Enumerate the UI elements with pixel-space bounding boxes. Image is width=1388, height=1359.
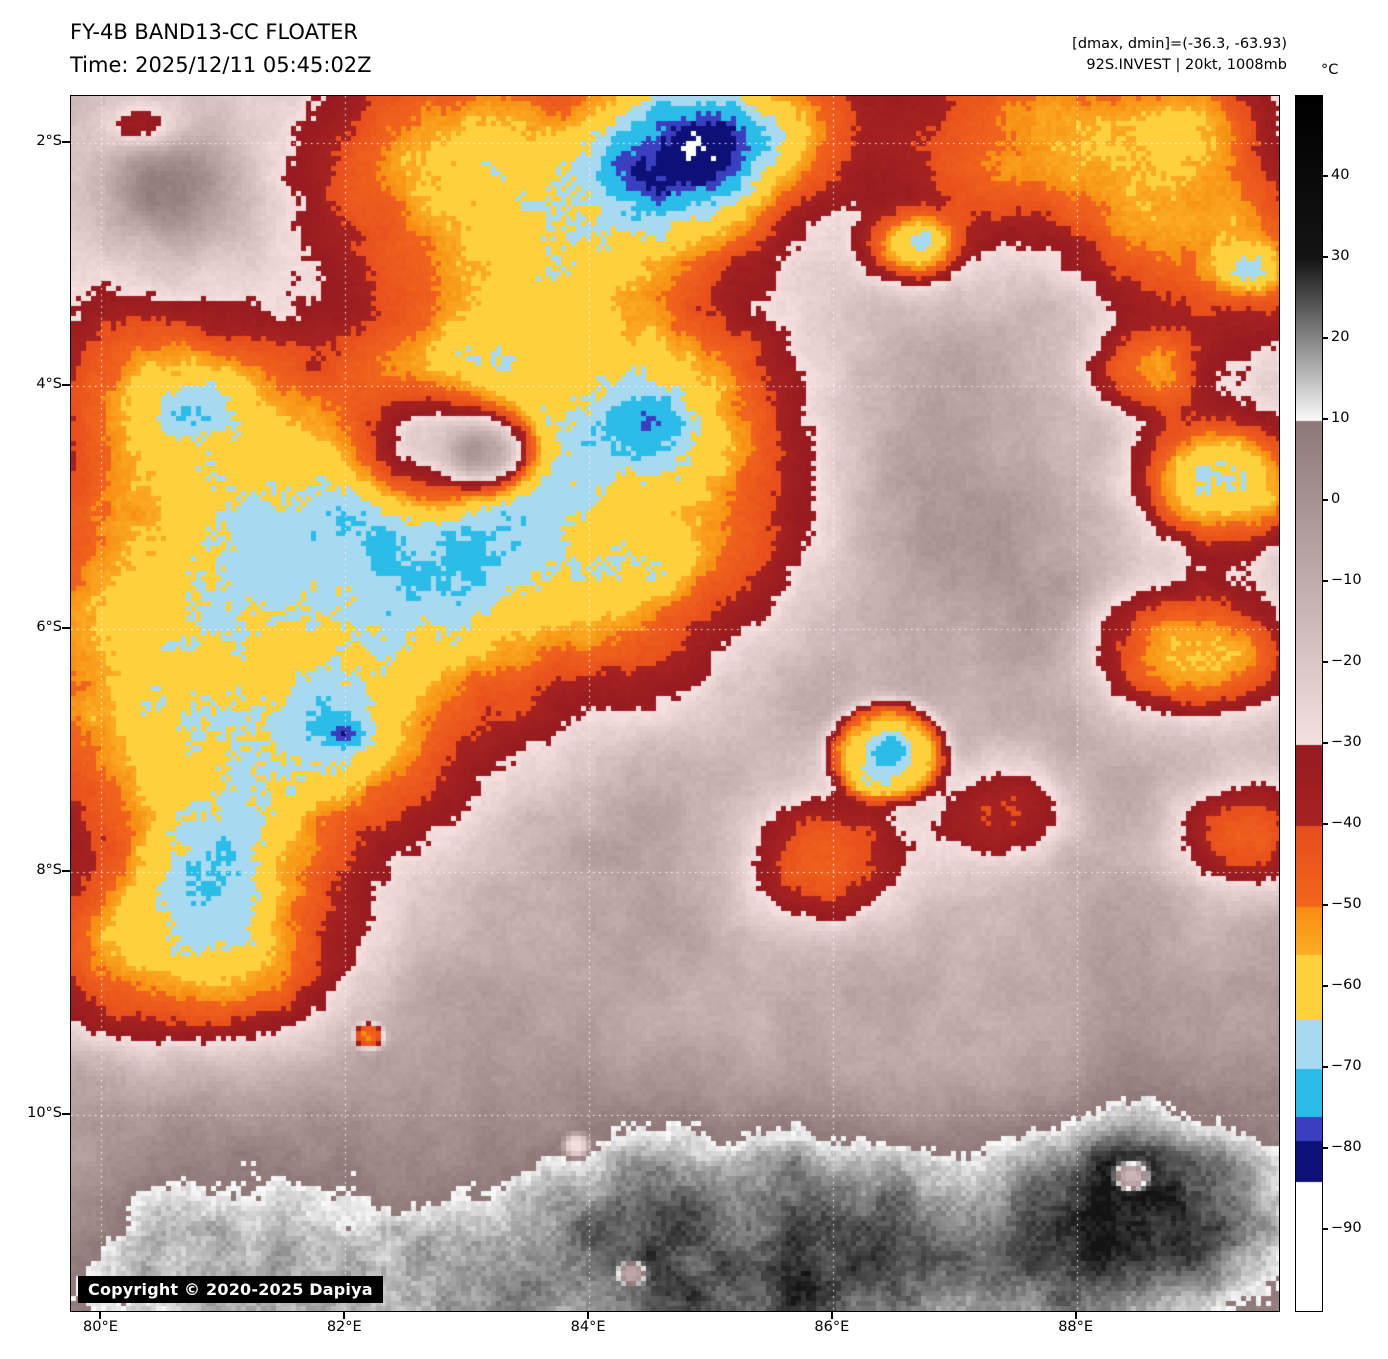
y-axis-label: 10°S — [27, 1105, 62, 1122]
y-axis-tickmark — [62, 1113, 70, 1116]
colorbar-tick-label: −70 — [1331, 1058, 1362, 1074]
colorbar-tickmark — [1322, 1147, 1328, 1149]
colorbar-tick-label: 30 — [1331, 248, 1350, 264]
colorbar-tick-label: −50 — [1331, 896, 1362, 912]
colorbar-tick-label: −30 — [1331, 734, 1362, 750]
product-info: [dmax, dmin]=(-36.3, -63.93) 92S.INVEST … — [1072, 34, 1287, 76]
colorbar-tickmark — [1322, 418, 1328, 420]
copyright-badge: Copyright © 2020-2025 Dapiya — [78, 1276, 383, 1303]
y-axis-tickmark — [62, 141, 70, 144]
colorbar-tickmark — [1322, 175, 1328, 177]
x-axis-tickmark — [1074, 1312, 1077, 1319]
dmax-dmin-readout: [dmax, dmin]=(-36.3, -63.93) — [1072, 36, 1287, 52]
colorbar-tickmark — [1322, 580, 1328, 582]
product-time: Time: 2025/12/11 05:45:02Z — [70, 53, 372, 77]
colorbar-tickmark — [1322, 1066, 1328, 1068]
colorbar-tickmark — [1322, 904, 1328, 906]
x-axis-tickmark — [587, 1312, 590, 1319]
colorbar-tickmark — [1322, 1228, 1328, 1230]
y-axis-tickmark — [62, 627, 70, 630]
colorbar-tick-label: 0 — [1331, 491, 1341, 507]
colorbar-tick-label: −20 — [1331, 653, 1362, 669]
x-axis-label: 88°E — [1058, 1319, 1094, 1335]
colorbar-tick-label: −40 — [1331, 815, 1362, 831]
x-axis-tickmark — [830, 1312, 833, 1319]
colorbar-tick-label: 20 — [1331, 329, 1350, 345]
storm-info-readout: 92S.INVEST | 20kt, 1008mb — [1086, 57, 1287, 73]
satellite-image-canvas — [70, 95, 1280, 1312]
colorbar-tick-label: −90 — [1331, 1220, 1362, 1236]
x-axis-tickmark — [343, 1312, 346, 1319]
colorbar-tickmark — [1322, 823, 1328, 825]
colorbar-tickmark — [1322, 742, 1328, 744]
x-axis-label: 84°E — [570, 1319, 606, 1335]
y-axis-label: 2°S — [36, 133, 62, 150]
colorbar-tick-label: −60 — [1331, 977, 1362, 993]
product-title: FY-4B BAND13-CC FLOATER — [70, 20, 359, 44]
y-axis-tickmark — [62, 384, 70, 387]
colorbar-tickmark — [1322, 499, 1328, 501]
y-axis-label: 6°S — [36, 619, 62, 636]
colorbar-unit-label: °C — [1321, 62, 1339, 78]
colorbar-tick-label: −80 — [1331, 1139, 1362, 1155]
colorbar-tickmark — [1322, 661, 1328, 663]
colorbar-tick-label: 10 — [1331, 410, 1350, 426]
colorbar-tick-label: 40 — [1331, 167, 1350, 183]
colorbar-tickmark — [1322, 337, 1328, 339]
colorbar-canvas — [1295, 95, 1323, 1312]
y-axis-tickmark — [62, 870, 70, 873]
x-axis-label: 82°E — [326, 1319, 362, 1335]
x-axis-tickmark — [99, 1312, 102, 1319]
colorbar-tickmark — [1322, 985, 1328, 987]
x-axis-label: 80°E — [83, 1319, 118, 1335]
y-axis-label: 8°S — [36, 862, 62, 879]
y-axis-label: 4°S — [36, 376, 62, 393]
colorbar-tick-label: −10 — [1331, 572, 1362, 588]
x-axis-label: 86°E — [814, 1319, 850, 1335]
colorbar-tickmark — [1322, 256, 1328, 258]
